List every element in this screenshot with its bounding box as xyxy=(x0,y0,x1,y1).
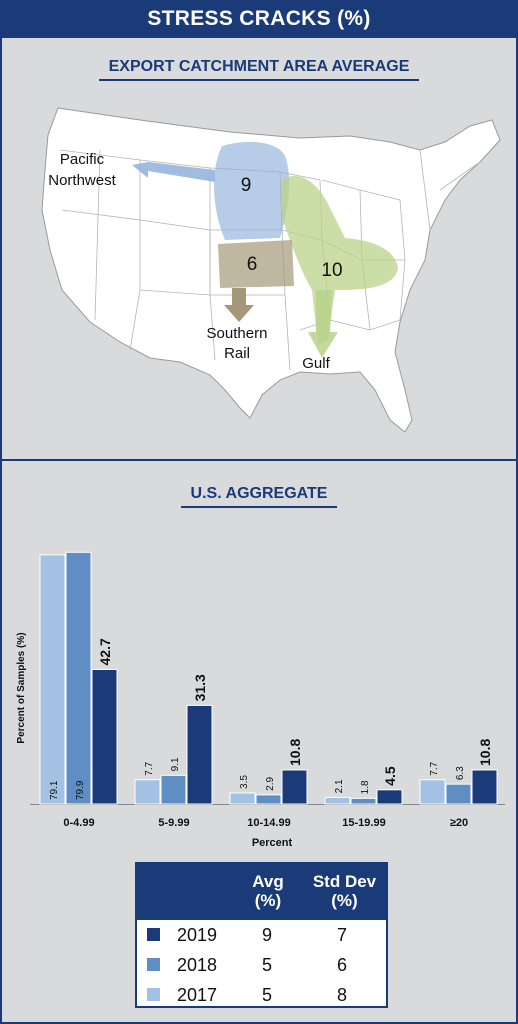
bar-2017-3 xyxy=(324,796,351,805)
gulf-arrow xyxy=(308,290,338,358)
swatch-2017 xyxy=(147,988,160,1001)
std-2018: 6 xyxy=(336,955,347,975)
bar-2019-4 xyxy=(471,769,498,805)
page-title: STRESS CRACKS (%) xyxy=(0,0,518,38)
pnw-value: 9 xyxy=(241,175,252,196)
data-label-2017-0: 79.1 xyxy=(49,780,60,800)
southern-rail-value: 6 xyxy=(247,254,258,275)
pnw-label-line1: Pacific xyxy=(60,151,105,168)
bar-2019-2 xyxy=(281,769,308,805)
gulf-region xyxy=(282,176,398,345)
bar-2018-2 xyxy=(255,794,282,805)
data-label-2019-1: 31.3 xyxy=(192,674,208,701)
bar-chart: Percent of Samples (%) Percent 79.1 79.9 4… xyxy=(16,551,505,849)
bar-2018-0 xyxy=(65,551,92,805)
us-map: 9 6 10 Pacific Northwest Southern Rail G… xyxy=(41,107,501,433)
year-2018: 2018 xyxy=(177,955,218,975)
avg-2017: 5 xyxy=(261,985,272,1005)
bar-2019-1 xyxy=(186,704,213,805)
legend-row-2017: 2017 5 8 xyxy=(137,980,386,1010)
data-label-2019-0: 42.7 xyxy=(97,638,113,665)
map-section-title: EXPORT CATCHMENT AREA AVERAGE xyxy=(0,58,518,81)
year-2017: 2017 xyxy=(177,985,218,1005)
avg-2019: 9 xyxy=(261,925,272,945)
gulf-value: 10 xyxy=(321,260,342,281)
data-label-2018-0: 79.9 xyxy=(75,780,86,800)
avg-2018: 5 xyxy=(261,955,272,975)
data-label-2017-2: 3.5 xyxy=(239,775,250,789)
legend-row-2019: 2019 9 7 xyxy=(137,920,386,950)
data-label-2017-4: 7.7 xyxy=(429,761,440,775)
data-label-2019-2: 10.8 xyxy=(287,739,303,766)
tick-label-0: 0-4.99 xyxy=(63,817,94,829)
x-axis-label: Percent xyxy=(252,837,293,849)
pnw-label-line2: Northwest xyxy=(48,172,116,189)
sr-label-line1: Southern xyxy=(207,325,268,342)
bar-2017-0 xyxy=(39,554,66,805)
data-label-2019-3: 4.5 xyxy=(382,766,398,786)
southern-rail-arrow xyxy=(224,288,254,322)
bar-2017-2 xyxy=(229,792,256,805)
pnw-region xyxy=(214,141,290,240)
data-label-2018-2: 2.9 xyxy=(265,777,276,791)
avg-header: Avg (%) xyxy=(252,872,284,910)
data-label-2018-3: 1.8 xyxy=(360,780,371,794)
bar-2017-4 xyxy=(419,779,446,805)
data-label-2018-4: 6.3 xyxy=(455,766,466,780)
swatch-2018 xyxy=(147,958,160,971)
swatch-2019 xyxy=(147,928,160,941)
bar-2017-1 xyxy=(134,779,161,805)
std-2017: 8 xyxy=(336,985,347,1005)
aggregate-section-title: U.S. AGGREGATE xyxy=(0,485,518,508)
std-2019: 7 xyxy=(336,925,347,945)
bar-2018-1 xyxy=(160,774,187,805)
legend-table-header: Avg (%) Std Dev (%) xyxy=(137,864,386,920)
data-label-2017-3: 2.1 xyxy=(334,779,345,793)
tick-label-2: 10-14.99 xyxy=(247,817,290,829)
legend-row-2018: 2018 5 6 xyxy=(137,950,386,980)
sr-label-line2: Rail xyxy=(224,345,250,362)
tick-label-1: 5-9.99 xyxy=(158,817,189,829)
data-label-2018-1: 9.1 xyxy=(170,757,181,771)
std-dev-header: Std Dev (%) xyxy=(312,872,377,910)
southern-rail-region xyxy=(218,240,294,288)
gulf-label: Gulf xyxy=(302,355,330,372)
bar-2018-3 xyxy=(350,797,377,805)
tick-label-4: ≥20 xyxy=(450,817,468,829)
state-lines xyxy=(59,149,481,371)
pnw-arrow xyxy=(132,162,215,182)
bar-2018-4 xyxy=(445,783,472,805)
section-divider xyxy=(0,459,518,461)
bar-2019-0 xyxy=(91,668,118,805)
tick-label-3: 15-19.99 xyxy=(342,817,385,829)
year-2019: 2019 xyxy=(177,925,218,945)
data-label-2017-1: 7.7 xyxy=(144,761,155,775)
y-axis-label: Percent of Samples (%) xyxy=(16,632,27,743)
data-label-2019-4: 10.8 xyxy=(477,739,493,766)
bar-2019-3 xyxy=(376,789,403,805)
legend-table: Avg (%) Std Dev (%) 2019 9 7 2018 5 6 2017… xyxy=(135,862,388,1008)
